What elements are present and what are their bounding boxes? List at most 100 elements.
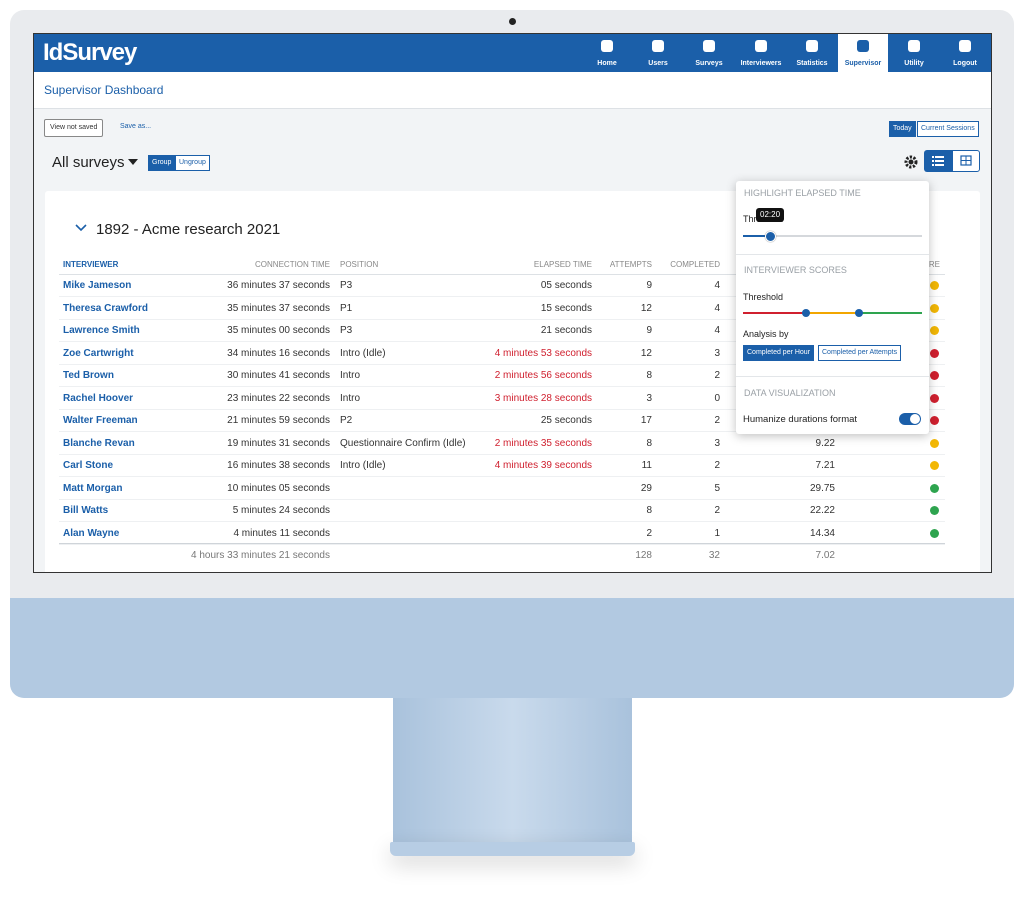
row-divider [59,318,945,320]
elapsed-time: 25 seconds [540,415,592,426]
connection-time: 35 minutes 00 seconds [227,325,330,336]
collapse-chevron[interactable] [75,224,87,232]
nav-item[interactable]: Surveys [684,34,734,72]
current-sessions-button[interactable]: Current Sessions [917,121,979,137]
interviewer-name: Theresa Crawford [63,302,149,314]
monitor-stand [393,698,632,844]
screen: IdSurvey Home Users Surveys Interviewers Sta… [33,33,992,573]
position: Intro (Idle) [340,347,386,359]
completed: 2 [714,505,720,516]
completed: 2 [714,460,720,471]
attempts: 12 [640,302,652,314]
connection-time: 10 minutes 05 seconds [227,482,330,494]
completed: 2 [714,370,720,381]
grid-view-button[interactable] [952,150,980,172]
section-title: Data visualization [744,388,836,398]
survey-filter[interactable]: All surveys [52,154,125,171]
score-dot [930,303,939,313]
view-state-button[interactable]: View not saved [44,119,104,137]
nav-item[interactable]: Users [633,34,683,72]
score-dot [930,416,939,425]
score-dot [930,528,939,538]
nav-item[interactable]: Supervisor [838,34,888,72]
row-divider [59,543,945,545]
analysis-option[interactable]: Completed per Attempts [818,345,902,361]
nav-label: Surveys [695,60,723,67]
elapsed-time: 4 minutes 39 seconds [494,460,592,471]
nav-item[interactable]: Interviewers [736,34,786,72]
row-divider [59,453,945,455]
elapsed-time: 05 seconds [540,280,592,291]
connection-time: 36 minutes 37 seconds [227,280,330,291]
nav-label: Logout [953,60,977,67]
row-divider [59,341,945,342]
position: P3 [340,280,353,291]
ungroup-button[interactable]: Ungroup [175,155,210,171]
total-completed: 32 [708,550,720,561]
group-button[interactable]: Group [148,155,176,171]
attempts: 8 [646,370,652,381]
survey-title: 1892 - Acme research 2021 [96,221,281,238]
rate: 9.22 [815,437,835,449]
completed: 1 [714,527,720,539]
nav-item[interactable]: Statistics [787,34,837,72]
analysis-option[interactable]: Completed per Hour [743,345,815,361]
score-dot [930,438,939,448]
connection-time: 35 minutes 37 seconds [227,302,330,314]
score-knob[interactable] [802,309,810,317]
attempts: 3 [646,392,652,404]
interviewer-name: Matt Morgan [63,482,123,494]
humanize-toggle[interactable] [899,413,921,425]
elapsed-time: 3 minutes 28 seconds [494,392,592,404]
position: P1 [340,302,353,314]
monitor-chin [10,598,1014,698]
nav-item[interactable]: Utility [889,34,939,72]
position: Intro (Idle) [340,460,386,471]
interviewer-name: Bill Watts [63,505,109,516]
column-header: Attempts [609,260,652,269]
connection-time: 16 minutes 38 seconds [227,460,330,471]
save-as-link[interactable]: Save as... [120,123,152,130]
row-divider [59,498,945,500]
total-rate: 7.02 [815,550,835,561]
list-view-button[interactable] [924,150,952,172]
completed: 4 [714,302,720,314]
column-header: Connection time [255,260,330,269]
settings-icon[interactable] [904,155,918,169]
logo[interactable]: IdSurvey [43,39,137,66]
completed: 4 [714,280,720,291]
today-button[interactable]: Today [889,121,916,137]
attempts: 17 [640,415,652,426]
nav-label: Supervisor [844,60,882,67]
total-connection-time: 4 hours 33 minutes 21 seconds [191,550,330,561]
nav-icon [806,40,818,52]
interviewer-name: Lawrence Smith [63,325,140,336]
score-dot [930,461,939,470]
row-divider [59,408,945,410]
elapsed-time: 21 seconds [540,325,592,336]
nav-label: Statistics [796,60,828,67]
interviewer-name: Blanche Revan [63,437,135,449]
subheader: Supervisor Dashboard [34,72,991,109]
divider [736,376,929,377]
slider-knob[interactable] [765,231,776,242]
position: Intro [340,370,361,381]
slider-fill [743,235,770,237]
rate: 14.34 [809,527,835,539]
score-dot [930,371,939,380]
nav-icon [652,40,664,52]
score-knob[interactable] [855,309,863,317]
position: P2 [340,415,353,426]
position: P3 [340,325,353,336]
score-dot [930,326,939,335]
interviewer-name: Ted Brown [63,370,114,381]
interviewer-name: Alan Wayne [63,527,120,539]
completed: 0 [714,392,720,404]
interviewer-name: Carl Stone [63,460,114,471]
nav-item[interactable]: Logout [940,34,990,72]
interviewer-name: Mike Jameson [63,280,132,291]
nav-icon [959,40,971,52]
nav-item[interactable]: Home [582,34,632,72]
attempts: 9 [646,280,652,291]
nav-icon [908,40,920,52]
